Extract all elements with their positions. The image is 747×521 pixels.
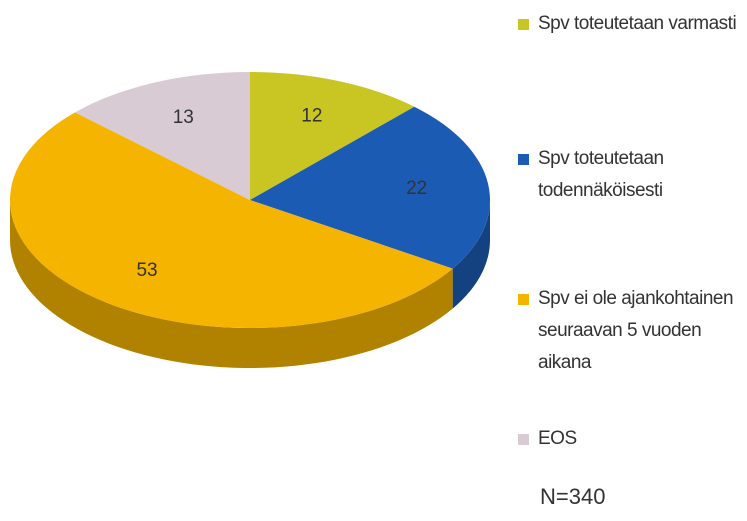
legend-label: Spv toteutetaan todennäköisesti — [538, 148, 664, 201]
legend-label: Spv ei ole ajankohtainen seuraavan 5 vuo… — [538, 288, 734, 373]
data-label: 53 — [136, 260, 157, 281]
data-label: 13 — [173, 107, 194, 128]
pie: 12 22 53 13 — [9, 72, 490, 368]
slice-side — [10, 200, 453, 368]
slice — [75, 72, 250, 200]
legend-item: Spv ei ole ajankohtainen seuraavan 5 vuo… — [518, 283, 740, 379]
slice-side — [452, 200, 490, 309]
slice — [250, 106, 490, 269]
legend-item: Spv toteutetaan varmasti — [518, 8, 740, 40]
data-label: 22 — [406, 178, 427, 199]
legend-label: EOS — [538, 428, 577, 449]
slice — [9, 112, 453, 329]
legend-swatch — [518, 294, 529, 305]
data-label: 12 — [301, 106, 322, 127]
legend-swatch — [518, 434, 529, 445]
slice — [250, 72, 415, 200]
annotation: N=340 — [540, 484, 606, 509]
legend-swatch — [518, 19, 529, 30]
legend-item: Spv toteutetaan todennäköisesti — [518, 143, 740, 207]
legend-item: EOS — [518, 423, 740, 455]
legend-label: Spv toteutetaan varmasti — [538, 13, 737, 34]
legend-swatch — [518, 154, 529, 165]
